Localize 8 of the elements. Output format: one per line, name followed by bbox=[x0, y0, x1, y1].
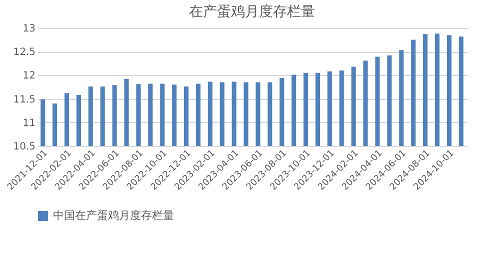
chart-title: 在产蛋鸡月度存栏量 bbox=[189, 4, 315, 20]
y-tick-label: 11.5 bbox=[13, 94, 36, 106]
legend-label: 中国在产蛋鸡月度存栏量 bbox=[53, 209, 174, 222]
y-tick-label: 12.5 bbox=[13, 47, 36, 58]
y-tick-label: 10.5 bbox=[13, 142, 36, 152]
y-tick-label: 11 bbox=[22, 118, 36, 129]
y-tick-label: 13 bbox=[22, 24, 36, 34]
y-tick-label: 12 bbox=[22, 70, 36, 82]
